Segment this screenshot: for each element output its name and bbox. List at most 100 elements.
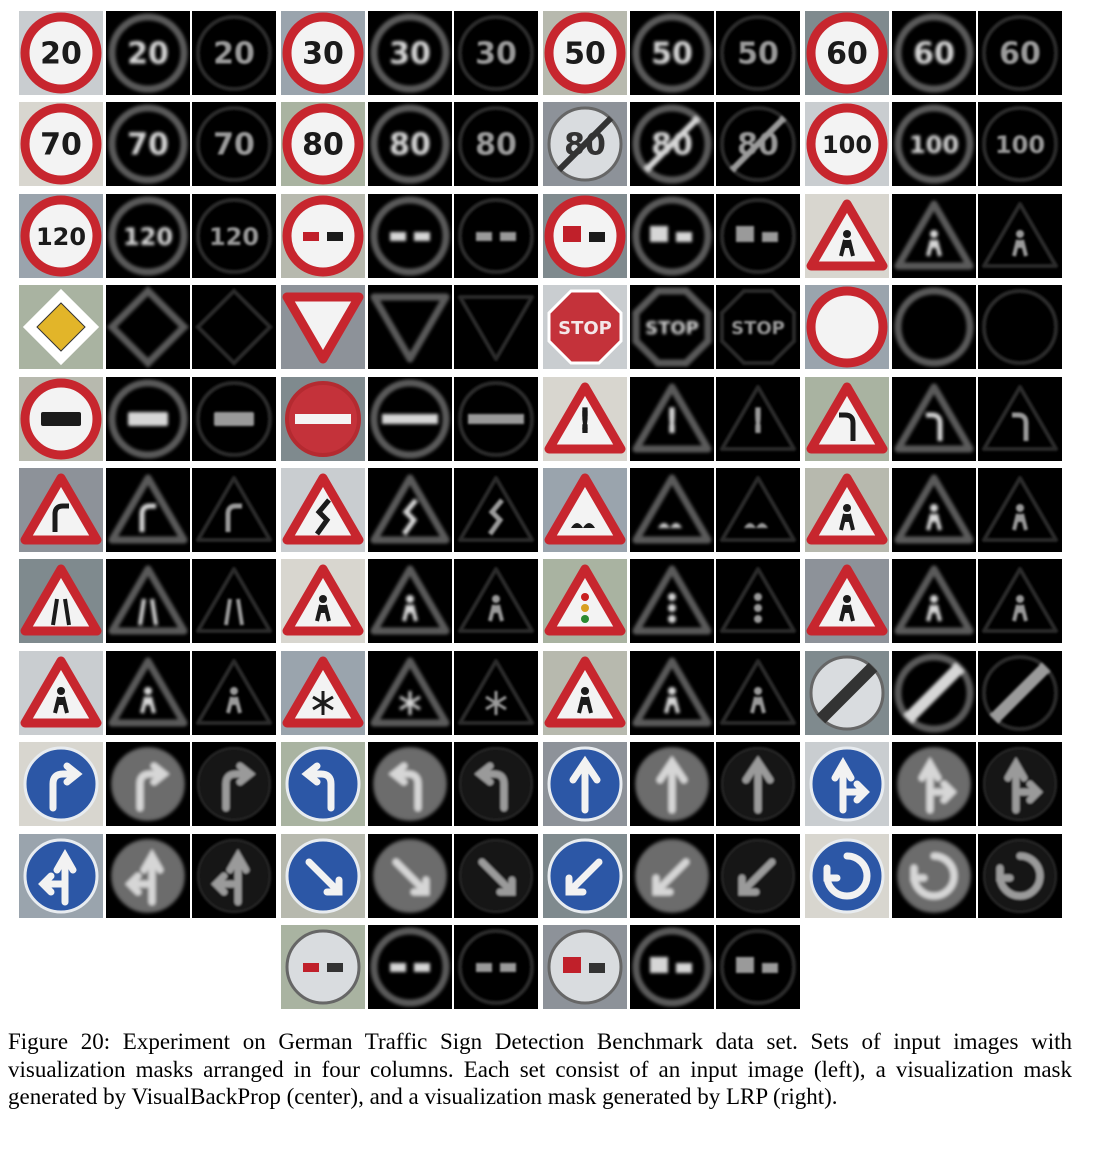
sign-number-100: 100 bbox=[822, 131, 872, 159]
sign-end_noovertaketruck-vbp bbox=[630, 925, 714, 1009]
arrow-icon bbox=[1004, 756, 1043, 814]
sign-speed-input: 30 bbox=[281, 11, 365, 95]
panel-lrp-mask bbox=[454, 834, 538, 918]
arrow-icon bbox=[211, 848, 250, 906]
sign-noovertake-lrp bbox=[454, 194, 538, 278]
sign-warn_excl-lrp: !! bbox=[716, 377, 800, 461]
sign-number-20: 20 bbox=[213, 37, 255, 72]
sign-blue_up-lrp bbox=[716, 742, 800, 826]
sign-warn_narrow-vbp bbox=[106, 559, 190, 643]
arrow-icon bbox=[222, 762, 256, 812]
panel-visualbackprop-mask bbox=[630, 651, 714, 735]
panel-visualbackprop-mask: 20 bbox=[106, 11, 190, 95]
panel-visualbackprop-mask bbox=[892, 742, 976, 826]
arrow-icon bbox=[49, 762, 83, 812]
sign-speed-lrp: 70 bbox=[192, 102, 276, 186]
panel-visualbackprop-mask bbox=[106, 377, 190, 461]
sign-blue_upright-vbp bbox=[892, 742, 976, 826]
panel-visualbackprop-mask bbox=[106, 651, 190, 735]
panel-input-image bbox=[543, 559, 627, 643]
sign-speed-input: 100 bbox=[805, 102, 889, 186]
panel-lrp-mask bbox=[716, 468, 800, 552]
sign-blue_upleft-input bbox=[19, 834, 103, 918]
sign-warn_bumpy-vbp bbox=[630, 468, 714, 552]
panel-visualbackprop-mask: 120 bbox=[106, 194, 190, 278]
panel-visualbackprop-mask bbox=[630, 742, 714, 826]
panel-input-image bbox=[543, 194, 627, 278]
panel-lrp-mask bbox=[978, 285, 1062, 369]
sign-speed-vbp: 120 bbox=[106, 194, 190, 278]
sign-speed-lrp: 50 bbox=[716, 11, 800, 95]
sign-blue_up-input bbox=[543, 742, 627, 826]
sign-endall-vbp bbox=[892, 651, 976, 735]
arrow-icon bbox=[125, 848, 164, 906]
sign-end80-vbp: 80 bbox=[630, 102, 714, 186]
sign-number-120: 120 bbox=[36, 223, 86, 251]
sign-blue_keepright-input bbox=[281, 834, 365, 918]
sign-speed-lrp: 100 bbox=[978, 102, 1062, 186]
panel-lrp-mask: 60 bbox=[978, 11, 1062, 95]
sign-warn_snow-vbp bbox=[368, 651, 452, 735]
sign-novehicles-vbp bbox=[892, 285, 976, 369]
panel-input-image bbox=[19, 742, 103, 826]
sign-blue_upright-lrp bbox=[978, 742, 1062, 826]
arrow-icon bbox=[652, 858, 690, 896]
sign-speed-vbp: 20 bbox=[106, 11, 190, 95]
sign-number-80: 80 bbox=[389, 128, 431, 163]
sign-noovertake-input bbox=[281, 194, 365, 278]
sign-warn_double-vbp bbox=[368, 468, 452, 552]
panel-input-image bbox=[543, 651, 627, 735]
sign-end80-lrp: 80 bbox=[716, 102, 800, 186]
arrow-icon bbox=[474, 762, 508, 812]
arrow-icon bbox=[656, 755, 688, 814]
panel-visualbackprop-mask bbox=[368, 194, 452, 278]
sign-number-70: 70 bbox=[213, 128, 255, 163]
sign-speed-input: 70 bbox=[19, 102, 103, 186]
sign-warn_signals-vbp bbox=[630, 559, 714, 643]
panel-lrp-mask: 50 bbox=[716, 11, 800, 95]
sign-warn_narrow-lrp bbox=[192, 559, 276, 643]
panel-visualbackprop-mask bbox=[630, 194, 714, 278]
sign-warn_excl-input: !! bbox=[543, 377, 627, 461]
sign-warn_kids-input bbox=[19, 651, 103, 735]
sign-blue_right-vbp bbox=[106, 742, 190, 826]
panel-visualbackprop-mask: 60 bbox=[892, 11, 976, 95]
panel-input-image bbox=[805, 285, 889, 369]
panel-input-image bbox=[19, 285, 103, 369]
panel-lrp-mask bbox=[454, 285, 538, 369]
arrow-icon bbox=[305, 858, 343, 896]
panel-input-image bbox=[805, 651, 889, 735]
sign-number-80: 80 bbox=[475, 128, 517, 163]
panel-visualbackprop-mask bbox=[106, 742, 190, 826]
sign-speed-input: 80 bbox=[281, 102, 365, 186]
sign-notrucks-vbp bbox=[106, 377, 190, 461]
sign-number-20: 20 bbox=[127, 37, 169, 72]
panel-lrp-mask bbox=[716, 559, 800, 643]
panel-visualbackprop-mask bbox=[368, 377, 452, 461]
panel-visualbackprop-mask bbox=[368, 834, 452, 918]
panel-visualbackprop-mask: 80 bbox=[368, 102, 452, 186]
panel-input-image: 100 bbox=[805, 102, 889, 186]
panel-visualbackprop-mask: 70 bbox=[106, 102, 190, 186]
sign-number-30: 30 bbox=[389, 37, 431, 72]
panel-lrp-mask bbox=[978, 194, 1062, 278]
panel-lrp-mask: 100 bbox=[978, 102, 1062, 186]
panel-input-image bbox=[543, 742, 627, 826]
sign-warn_roadwork-lrp bbox=[454, 559, 538, 643]
sign-noovertake-vbp bbox=[368, 194, 452, 278]
sign-number-60: 60 bbox=[913, 37, 955, 72]
sign-warn_roadwork-vbp bbox=[368, 559, 452, 643]
panel-lrp-mask bbox=[716, 742, 800, 826]
sign-speed-lrp: 120 bbox=[192, 194, 276, 278]
panel-lrp-mask bbox=[454, 468, 538, 552]
sign-warn_rightcurve-input bbox=[19, 468, 103, 552]
sign-warn_signals-lrp bbox=[716, 559, 800, 643]
sign-blue_left-input bbox=[281, 742, 365, 826]
panel-visualbackprop-mask: STOP bbox=[630, 285, 714, 369]
sign-novehicles-input bbox=[805, 285, 889, 369]
sign-speed-input: 20 bbox=[19, 11, 103, 95]
panel-visualbackprop-mask bbox=[368, 925, 452, 1009]
sign-noovertaketruck-input bbox=[543, 194, 627, 278]
sign-number-120: 120 bbox=[209, 223, 259, 251]
sign-number-50: 50 bbox=[737, 37, 779, 72]
